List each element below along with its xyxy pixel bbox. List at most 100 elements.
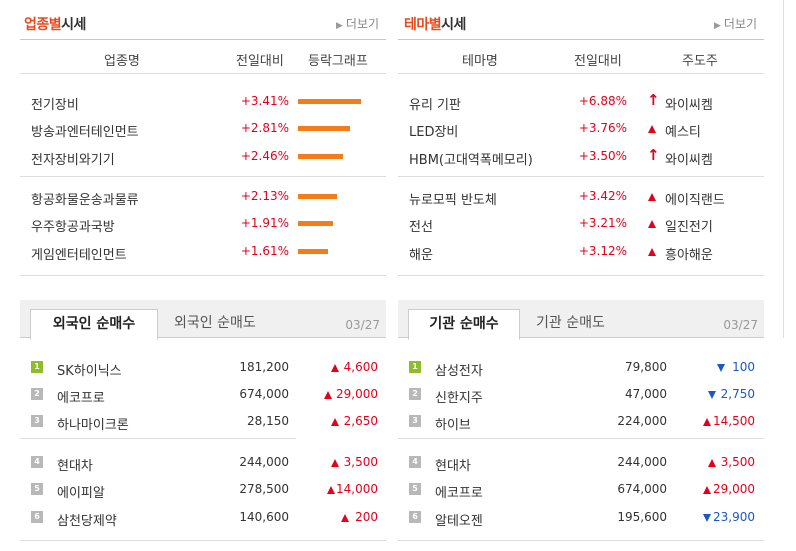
institution-rank-row[interactable]: 4 현대차 244,000 3,500 xyxy=(409,451,759,475)
stock-name[interactable]: 하이브 xyxy=(435,418,471,433)
industry-name[interactable]: 게임엔터테인먼트 xyxy=(31,248,127,263)
industry-change: +2.46% xyxy=(240,149,289,163)
tab-institution-net-sell[interactable]: 기관 순매도 xyxy=(536,315,605,331)
institution-rank-row[interactable]: 1 삼성전자 79,800 100 xyxy=(409,356,759,380)
rank-badge: 6 xyxy=(409,511,421,523)
stock-price: 224,000 xyxy=(617,414,667,428)
theme-leader-stock[interactable]: 흥아해운 xyxy=(665,248,713,263)
industry-row[interactable]: 항공화물운송과물류 +2.13% xyxy=(31,185,381,209)
theme-row[interactable]: 전선 +3.21% 일진전기 xyxy=(409,212,759,236)
industry-more-label: 더보기 xyxy=(345,17,380,31)
foreign-group-divider xyxy=(20,438,296,439)
theme-change: +6.88% xyxy=(578,94,627,108)
theme-leader-stock[interactable]: 예스티 xyxy=(665,125,701,140)
industry-name[interactable]: 방송과엔터테인먼트 xyxy=(31,125,139,140)
stock-price: 674,000 xyxy=(239,387,289,401)
institution-rank-row[interactable]: 6 알테오젠 195,600 23,900 xyxy=(409,506,759,530)
stock-name[interactable]: 에코프로 xyxy=(435,486,483,501)
industry-row[interactable]: 전자장비와기기 +2.46% xyxy=(31,145,381,169)
institution-rank-row[interactable]: 5 에코프로 674,000 29,000 xyxy=(409,478,759,502)
theme-header-change: 전일대비 xyxy=(574,54,622,69)
industry-header-change: 전일대비 xyxy=(236,54,284,69)
theme-row[interactable]: 뉴로모픽 반도체 +3.42% 에이직랜드 xyxy=(409,185,759,209)
tab-institution-net-buy[interactable]: 기관 순매수 xyxy=(408,309,520,340)
stock-price: 674,000 xyxy=(617,482,667,496)
up-triangle-icon xyxy=(341,514,349,522)
industry-change-bar xyxy=(298,249,328,254)
theme-leader-stock[interactable]: 와이씨켐 xyxy=(665,153,713,168)
industry-row[interactable]: 게임엔터테인먼트 +1.61% xyxy=(31,240,381,264)
stock-change: 14,000 xyxy=(336,482,378,496)
stock-change: 2,750 xyxy=(720,387,755,401)
theme-row[interactable]: 유리 기판 +6.88% ↑ 와이씨켐 xyxy=(409,90,759,114)
theme-more-link[interactable]: ▶ 더보기 xyxy=(714,15,757,32)
industry-change: +1.61% xyxy=(240,244,289,258)
tab-foreign-net-buy[interactable]: 외국인 순매수 xyxy=(30,309,158,340)
industry-row[interactable]: 방송과엔터테인먼트 +2.81% xyxy=(31,117,381,141)
theme-leader-stock[interactable]: 일진전기 xyxy=(665,220,713,235)
theme-name[interactable]: 유리 기판 xyxy=(409,98,461,113)
theme-change: +3.12% xyxy=(578,244,627,258)
institution-tab-bar: 기관 순매수 기관 순매도 03/27 xyxy=(398,300,764,340)
theme-row[interactable]: LED장비 +3.76% 예스티 xyxy=(409,117,759,141)
stock-name[interactable]: 에이피알 xyxy=(57,486,105,501)
stock-name[interactable]: 알테오젠 xyxy=(435,514,483,529)
stock-name[interactable]: 삼성전자 xyxy=(435,364,483,379)
stock-name[interactable]: 삼천당제약 xyxy=(57,514,117,529)
foreign-rank-row[interactable]: 4 현대차 244,000 3,500 xyxy=(31,451,381,475)
stock-name[interactable]: 현대차 xyxy=(57,459,93,474)
theme-name[interactable]: LED장비 xyxy=(409,125,459,140)
foreign-rank-row[interactable]: 6 삼천당제약 140,600 200 xyxy=(31,506,381,530)
foreign-tab-bar: 외국인 순매수 외국인 순매도 03/27 xyxy=(20,300,386,340)
stock-name[interactable]: SK하이닉스 xyxy=(57,364,122,379)
foreign-rank-row[interactable]: 2 에코프로 674,000 29,000 xyxy=(31,383,381,407)
institution-rank-row[interactable]: 3 하이브 224,000 14,500 xyxy=(409,410,759,434)
theme-name[interactable]: 전선 xyxy=(409,220,433,235)
industry-header-top-line xyxy=(20,39,386,40)
up-triangle-icon xyxy=(648,125,656,133)
stock-change: 3,500 xyxy=(720,455,755,469)
stock-name[interactable]: 하나마이크론 xyxy=(57,418,129,433)
rank-badge: 1 xyxy=(409,361,421,373)
industry-name[interactable]: 우주항공과국방 xyxy=(31,220,115,235)
foreign-rank-row[interactable]: 1 SK하이닉스 181,200 4,600 xyxy=(31,356,381,380)
institution-rank-row[interactable]: 2 신한지주 47,000 2,750 xyxy=(409,383,759,407)
industry-row[interactable]: 우주항공과국방 +1.91% xyxy=(31,212,381,236)
industry-more-link[interactable]: ▶ 더보기 xyxy=(336,15,379,32)
industry-change-bar xyxy=(298,221,333,226)
stock-name[interactable]: 에코프로 xyxy=(57,391,105,406)
theme-name[interactable]: 해운 xyxy=(409,248,433,263)
tab-foreign-net-sell[interactable]: 외국인 순매도 xyxy=(174,315,256,331)
industry-name[interactable]: 전기장비 xyxy=(31,98,79,113)
theme-row[interactable]: HBM(고대역폭메모리) +3.50% ↑ 와이씨켐 xyxy=(409,145,759,169)
theme-name[interactable]: HBM(고대역폭메모리) xyxy=(409,153,533,168)
stock-price: 28,150 xyxy=(247,414,289,428)
theme-name[interactable]: 뉴로모픽 반도체 xyxy=(409,193,497,208)
industry-row[interactable]: 전기장비 +3.41% xyxy=(31,90,381,114)
theme-leader-stock[interactable]: 와이씨켐 xyxy=(665,98,713,113)
industry-group-divider xyxy=(20,176,386,177)
right-edge-divider xyxy=(783,0,784,338)
stock-price: 244,000 xyxy=(617,455,667,469)
stock-change: 3,500 xyxy=(343,455,378,469)
rank-badge: 1 xyxy=(31,361,43,373)
stock-change: 4,600 xyxy=(343,360,378,374)
foreign-rank-row[interactable]: 3 하나마이크론 28,150 2,650 xyxy=(31,410,381,434)
industry-change: +1.91% xyxy=(240,216,289,230)
stock-name[interactable]: 신한지주 xyxy=(435,391,483,406)
industry-name[interactable]: 전자장비와기기 xyxy=(31,153,115,168)
rank-badge: 4 xyxy=(31,456,43,468)
industry-title-accent: 업종별 xyxy=(24,17,62,33)
industry-change: +2.13% xyxy=(240,189,289,203)
down-triangle-icon xyxy=(703,514,711,522)
chevron-right-icon: ▶ xyxy=(714,21,721,31)
theme-row[interactable]: 해운 +3.12% 흥아해운 xyxy=(409,240,759,264)
industry-header-graph: 등락그래프 xyxy=(308,54,368,69)
stock-change: 200 xyxy=(355,510,378,524)
foreign-rank-row[interactable]: 5 에이피알 278,500 14,000 xyxy=(31,478,381,502)
theme-leader-stock[interactable]: 에이직랜드 xyxy=(665,193,725,208)
stock-name[interactable]: 현대차 xyxy=(435,459,471,474)
theme-change: +3.42% xyxy=(578,189,627,203)
industry-name[interactable]: 항공화물운송과물류 xyxy=(31,193,139,208)
stock-change: 29,000 xyxy=(336,387,378,401)
